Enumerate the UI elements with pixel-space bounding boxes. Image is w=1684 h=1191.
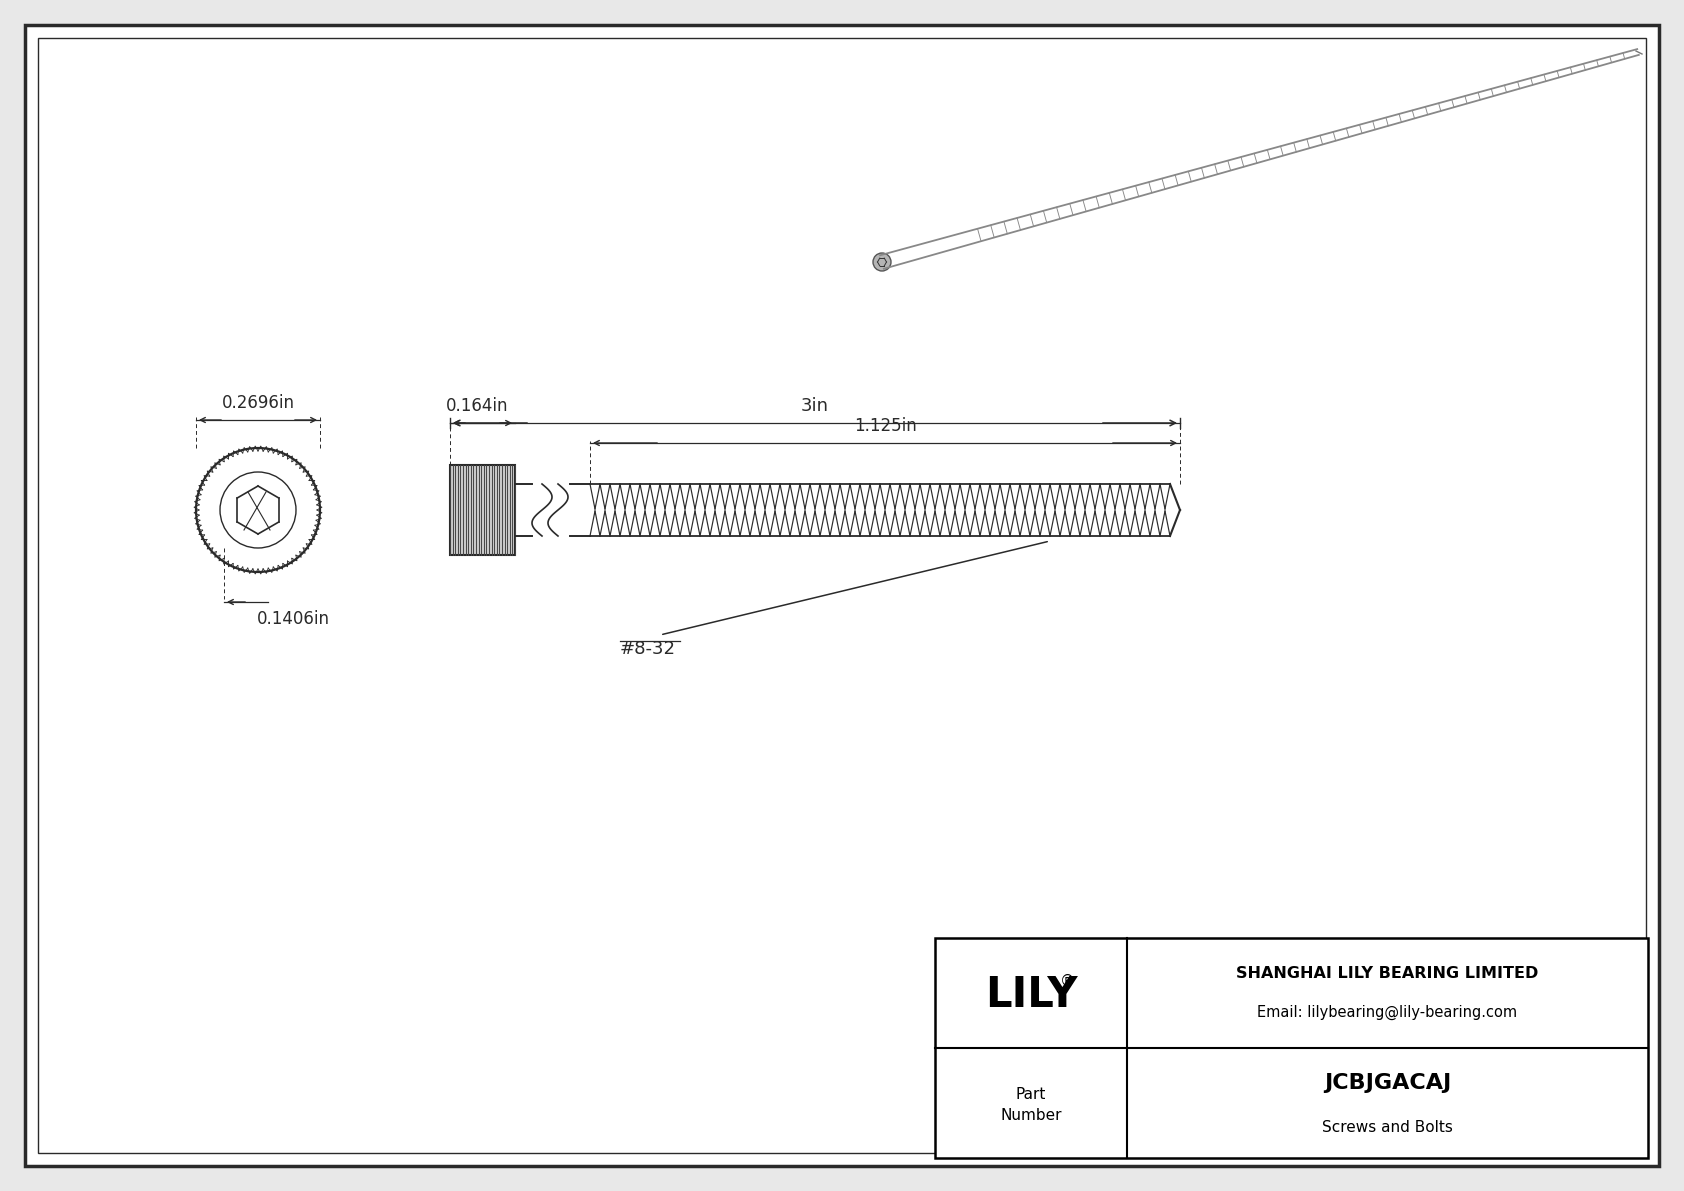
- Circle shape: [872, 252, 891, 272]
- Text: #8-32: #8-32: [620, 640, 675, 657]
- Bar: [935, 939, 1649, 1158]
- Text: SHANGHAI LILY BEARING LIMITED: SHANGHAI LILY BEARING LIMITED: [1236, 966, 1539, 980]
- Text: 0.164in: 0.164in: [446, 397, 509, 414]
- Text: Part
Number: Part Number: [1000, 1087, 1061, 1123]
- Text: 0.2696in: 0.2696in: [222, 394, 295, 412]
- Text: Screws and Bolts: Screws and Bolts: [1322, 1120, 1453, 1135]
- Text: 3in: 3in: [802, 397, 829, 414]
- Text: ®: ®: [1059, 974, 1074, 989]
- Text: LILY: LILY: [985, 974, 1078, 1016]
- Bar: [450, 464, 515, 555]
- Text: Email: lilybearing@lily-bearing.com: Email: lilybearing@lily-bearing.com: [1258, 1005, 1517, 1021]
- Text: 0.1406in: 0.1406in: [256, 610, 330, 628]
- Text: JCBJGACAJ: JCBJGACAJ: [1324, 1073, 1452, 1093]
- Text: 1.125in: 1.125in: [854, 417, 916, 435]
